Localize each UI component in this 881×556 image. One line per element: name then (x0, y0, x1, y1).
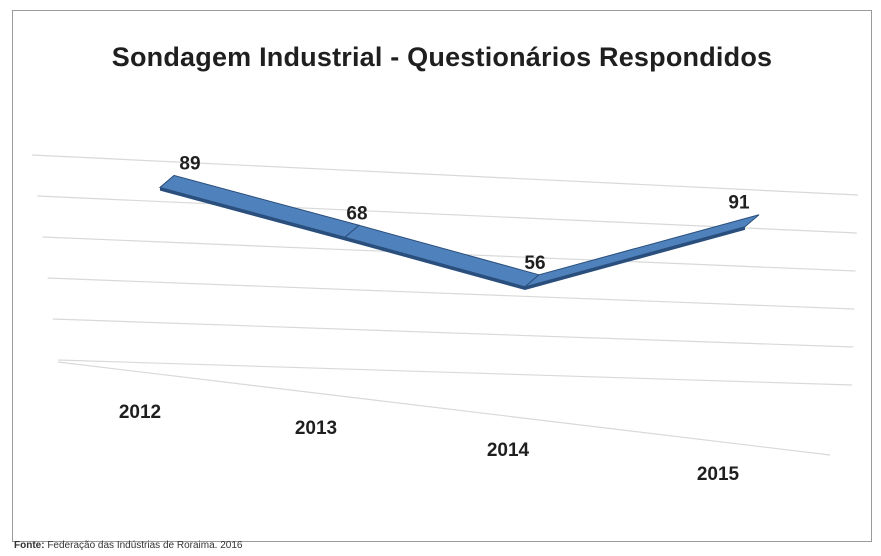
x-tick-label: 2013 (295, 418, 337, 439)
ribbon-segment-top (524, 214, 760, 288)
series-ribbon (158, 174, 760, 290)
chart-title: Sondagem Industrial - Questionários Resp… (111, 42, 773, 72)
source-text: Federação das Indústrias de Roraima. 201… (44, 540, 243, 551)
x-tick-label: 2015 (697, 464, 740, 485)
data-label: 91 (728, 193, 750, 214)
chart-frame (12, 10, 872, 542)
ribbon-segment-edge (525, 226, 745, 290)
data-labels: 89 68 56 91 (179, 153, 750, 273)
gridline (47, 277, 855, 310)
ribbon-segment-edge (160, 187, 345, 241)
x-tick-label: 2012 (119, 402, 161, 423)
gridline (31, 154, 859, 196)
source-label: Fonte: (14, 540, 45, 551)
data-label: 68 (346, 203, 367, 224)
gridline (52, 318, 854, 348)
ribbon-segment-top (158, 174, 361, 238)
source-note: Fonte: Federação das Indústrias de Rorai… (14, 540, 242, 551)
data-label: 89 (179, 153, 200, 174)
x-tick-label: 2014 (487, 440, 530, 461)
x-axis-tick-labels: 2012 2013 2014 2015 (119, 402, 740, 485)
ribbon-segment-edge (345, 237, 525, 290)
floor-edge (57, 361, 831, 456)
gridline (57, 359, 853, 386)
data-label: 56 (524, 253, 545, 274)
